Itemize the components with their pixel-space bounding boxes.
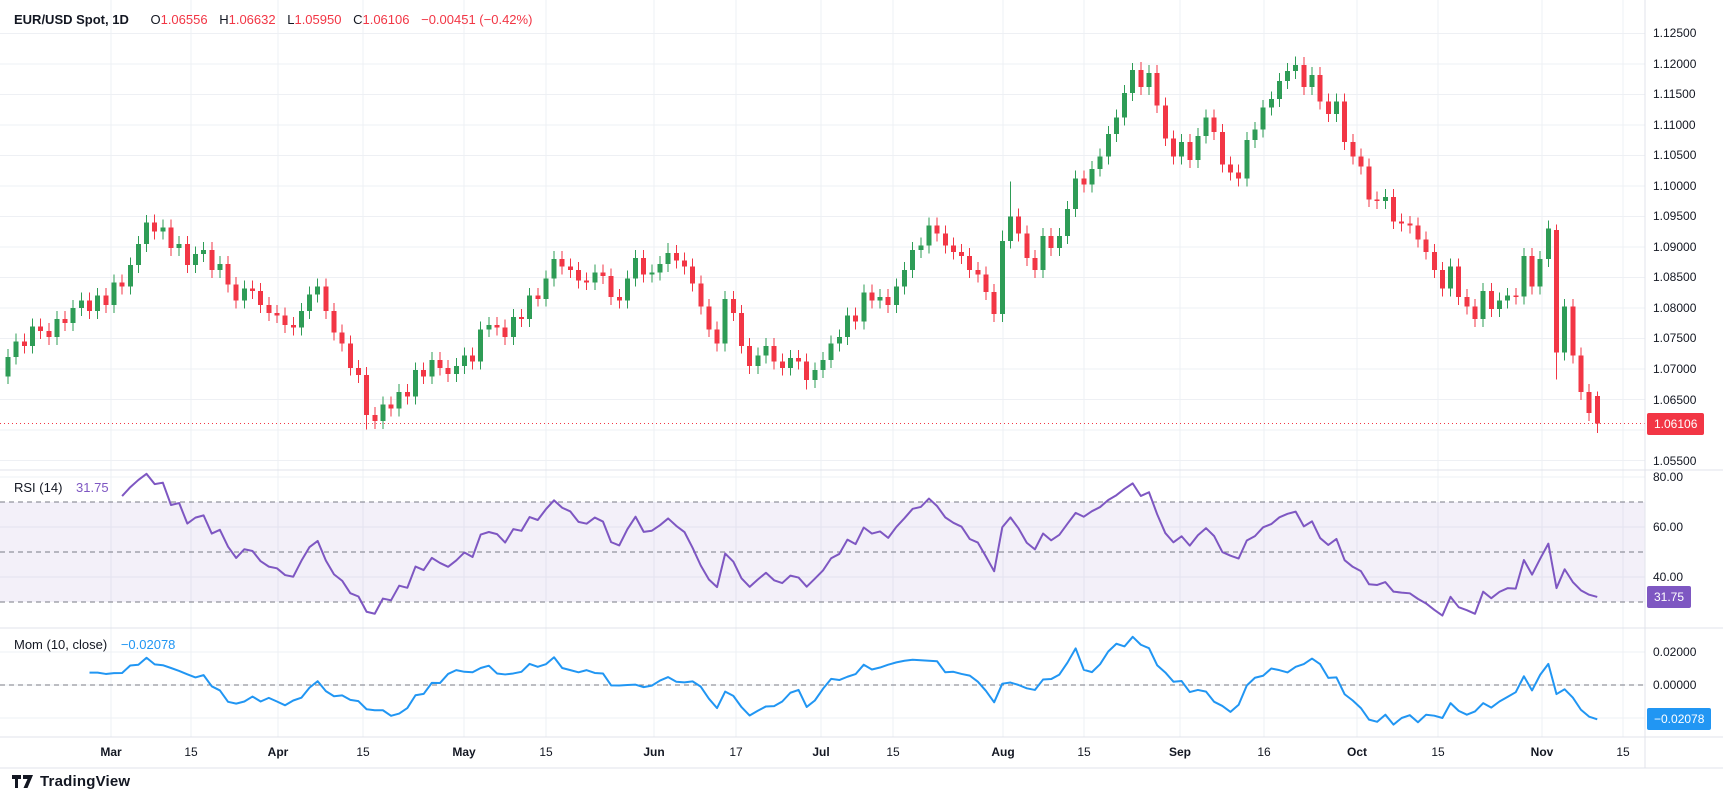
time-axis-label: Nov <box>1530 745 1554 759</box>
time-axis-label: May <box>452 745 476 759</box>
momentum-value: −0.02078 <box>120 637 176 652</box>
momentum-label: Mom (10, close) <box>14 637 108 652</box>
price-axis-label: 1.09000 <box>1653 239 1697 254</box>
time-axis-label: 15 <box>886 745 900 759</box>
momentum-legend[interactable]: Mom (10, close) −0.02078 <box>14 637 175 652</box>
time-axis-label: Mar <box>100 745 122 759</box>
rsi-axis-label: 80.00 <box>1653 470 1684 484</box>
momentum-value-badge: −0.02078 <box>1647 708 1712 731</box>
time-axis-label: 15 <box>184 745 198 759</box>
low-label: L <box>287 12 295 27</box>
low-value: 1.05950 <box>294 12 342 27</box>
time-axis-label: Aug <box>991 745 1015 759</box>
last-price-badge: 1.06106 <box>1647 412 1705 435</box>
high-label: H <box>219 12 229 27</box>
rsi-value: 31.75 <box>76 480 109 495</box>
price-axis-label: 1.10500 <box>1653 148 1697 163</box>
price-axis-label: 1.09500 <box>1653 209 1697 224</box>
price-axis-label: 1.10000 <box>1653 178 1697 193</box>
price-axis-label: 1.11000 <box>1653 117 1696 132</box>
rsi-axis-label: 40.00 <box>1653 570 1684 584</box>
close-value: 1.06106 <box>362 12 410 27</box>
price-axis-label: 1.12500 <box>1653 26 1697 41</box>
price-axis-label: 1.08500 <box>1653 270 1697 285</box>
time-axis-label: 15 <box>1431 745 1445 759</box>
time-axis-label: Jun <box>643 745 665 759</box>
price-axis-label: 1.11500 <box>1653 87 1696 102</box>
price-axis-label: 1.07500 <box>1653 331 1697 346</box>
time-axis-label: 17 <box>729 745 743 759</box>
price-axis-label: 1.06500 <box>1653 392 1697 407</box>
price-axis-label: 1.08000 <box>1653 300 1697 315</box>
close-label: C <box>353 12 363 27</box>
open-label: O <box>150 12 161 27</box>
time-axis-label: Oct <box>1346 745 1368 759</box>
time-axis-label: 15 <box>539 745 553 759</box>
main-legend[interactable]: EUR/USD Spot, 1D O1.06556 H1.06632 L1.05… <box>14 12 532 27</box>
high-value: 1.06632 <box>228 12 276 27</box>
open-value: 1.06556 <box>160 12 208 27</box>
tradingview-logo-icon <box>12 775 33 788</box>
price-axis-label: 1.07000 <box>1653 361 1697 376</box>
time-axis-label: 15 <box>356 745 370 759</box>
time-axis-label: Jul <box>812 745 830 759</box>
price-axis-label: 1.05500 <box>1653 453 1697 468</box>
time-axis-label: 15 <box>1077 745 1091 759</box>
time-axis-label: Sep <box>1168 745 1192 759</box>
change-value: −0.00451 (−0.42%) <box>421 12 533 27</box>
rsi-label: RSI (14) <box>14 480 63 495</box>
momentum-axis-label: 0.02000 <box>1653 645 1697 659</box>
momentum-axis-label: 0.00000 <box>1653 677 1697 692</box>
rsi-axis-label: 60.00 <box>1653 520 1684 534</box>
tradingview-attribution[interactable]: TradingView <box>12 773 130 790</box>
symbol-title: EUR/USD Spot, 1D <box>14 12 129 27</box>
time-axis-label: 15 <box>1616 745 1630 759</box>
time-axis-label: Apr <box>267 745 289 759</box>
tradingview-logo-text: TradingView <box>40 773 131 790</box>
rsi-legend[interactable]: RSI (14) 31.75 <box>14 480 109 495</box>
rsi-value-badge: 31.75 <box>1647 585 1692 608</box>
time-axis-label: 16 <box>1257 745 1271 759</box>
price-axis-label: 1.12000 <box>1653 56 1697 71</box>
